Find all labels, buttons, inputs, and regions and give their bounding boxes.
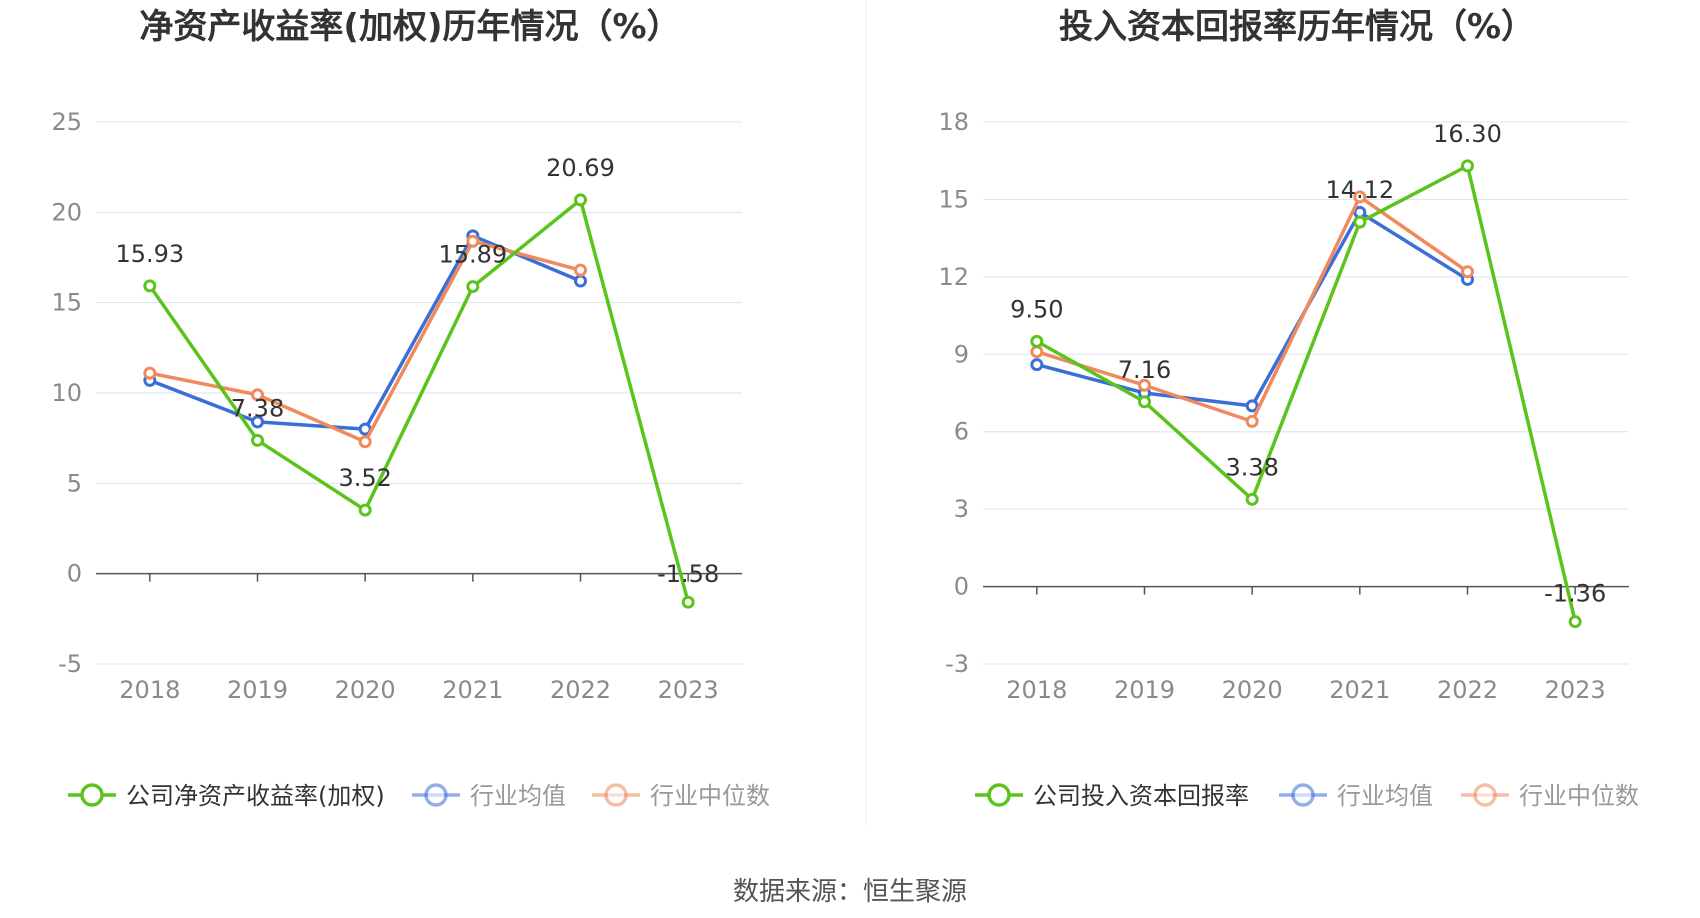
data-point-industry_median [574,263,587,277]
data-point-industry_median [1245,414,1259,428]
x-tick-label: 2021 [442,676,503,704]
data-point-industry_median [1461,265,1474,279]
y-tick-label: 6 [954,418,969,446]
x-tick-label: 2023 [1545,676,1606,704]
y-tick-label: 20 [51,198,82,226]
data-point-company [1138,395,1151,409]
data-point-industry_median [251,388,264,402]
data-label: 14.12 [1325,176,1394,204]
data-point-industry_avg [251,415,264,429]
data-label: 7.16 [1118,356,1171,384]
series-line-industry_median [149,239,581,444]
data-label: 7.38 [231,394,284,422]
data-label: 9.50 [1010,295,1063,323]
y-tick-label: 0 [954,573,969,601]
y-tick-label: 25 [51,108,82,136]
x-tick-label: 2019 [227,676,288,704]
legend-label-company: 公司净资产收益率(加权) [126,782,385,810]
data-label: -1.58 [657,560,719,588]
roic-chart: 投入资本回报率历年情况（%） -3 0 3 6 9 12 15 18 2018 2019 2020 20… [938,7,1639,810]
roe-chart: 净资产收益率(加权)历年情况（%） -5 0 5 10 15 20 25 2018 2019 202… [51,7,770,810]
legend-label-industry_avg: 行业均值 [470,782,566,810]
series-line-company [148,198,690,603]
data-point-industry_median [1030,345,1044,359]
x-tick-label: 2018 [119,676,180,704]
legend-marker-industry_median [1473,783,1497,807]
data-point-industry_median [1353,190,1367,204]
series-line-company [1035,164,1577,623]
x-tick-label: 2022 [550,676,611,704]
x-tick-label: 2020 [1222,676,1283,704]
y-tick-label: 15 [51,289,82,317]
legend-label-company: 公司投入资本回报率 [1033,782,1249,810]
legend-marker-industry_avg [424,783,448,807]
y-tick-label: -5 [58,650,82,678]
y-tick-label: 3 [954,495,969,523]
chart-title: 投入资本回报率历年情况（%） [1059,7,1535,47]
data-point-company [574,193,587,207]
legend-label-industry_median: 行业中位数 [650,782,770,810]
y-tick-label: 10 [51,379,82,407]
data-label: 15.93 [115,240,184,268]
legend-marker-industry_avg [1291,783,1315,807]
data-label: -1.36 [1544,580,1606,608]
y-tick-label: 12 [938,263,969,291]
data-point-company [1461,159,1474,173]
data-point-company [251,433,264,447]
y-tick-label: 0 [67,560,82,588]
data-source-note: 数据来源：恒生聚源 [733,877,967,907]
data-point-industry_avg [1030,358,1044,372]
y-tick-label: 18 [938,108,969,136]
data-point-industry_median [143,366,157,380]
y-tick-label: 5 [67,469,82,497]
data-point-industry_avg [574,274,587,288]
data-label: 16.30 [1433,120,1502,148]
legend-marker-company [987,783,1011,807]
legend-marker-company [80,783,104,807]
x-tick-label: 2021 [1329,676,1390,704]
series-line-industry_avg [149,234,582,431]
data-point-industry_median [1138,378,1151,392]
data-point-industry_avg [1245,399,1259,413]
x-tick-label: 2020 [335,676,396,704]
legend-label-industry_median: 行业中位数 [1519,782,1639,810]
x-tick-label: 2023 [658,676,719,704]
data-label: 15.89 [438,241,507,269]
data-point-industry_median [358,435,372,449]
data-point-company [358,503,372,517]
x-tick-label: 2019 [1114,676,1175,704]
data-point-company [1353,215,1367,229]
data-label: 3.38 [1225,453,1278,481]
x-tick-label: 2022 [1437,676,1498,704]
data-point-industry_median [466,234,480,248]
data-point-company [1030,334,1044,348]
legend-label-industry_avg: 行业均值 [1337,782,1433,810]
y-tick-label: 9 [954,340,969,368]
chart-title: 净资产收益率(加权)历年情况（%） [139,7,680,47]
data-point-company [1245,492,1259,506]
data-point-company [681,595,695,609]
data-label: 20.69 [546,154,615,182]
data-point-company [1568,615,1582,629]
data-label: 3.52 [338,464,391,492]
data-point-company [143,279,157,293]
data-point-company [466,280,480,294]
x-tick-label: 2018 [1006,676,1067,704]
legend-marker-industry_median [604,783,628,807]
y-tick-label: 15 [938,185,969,213]
y-tick-label: -3 [945,650,969,678]
series-line-industry_median [1036,195,1469,424]
